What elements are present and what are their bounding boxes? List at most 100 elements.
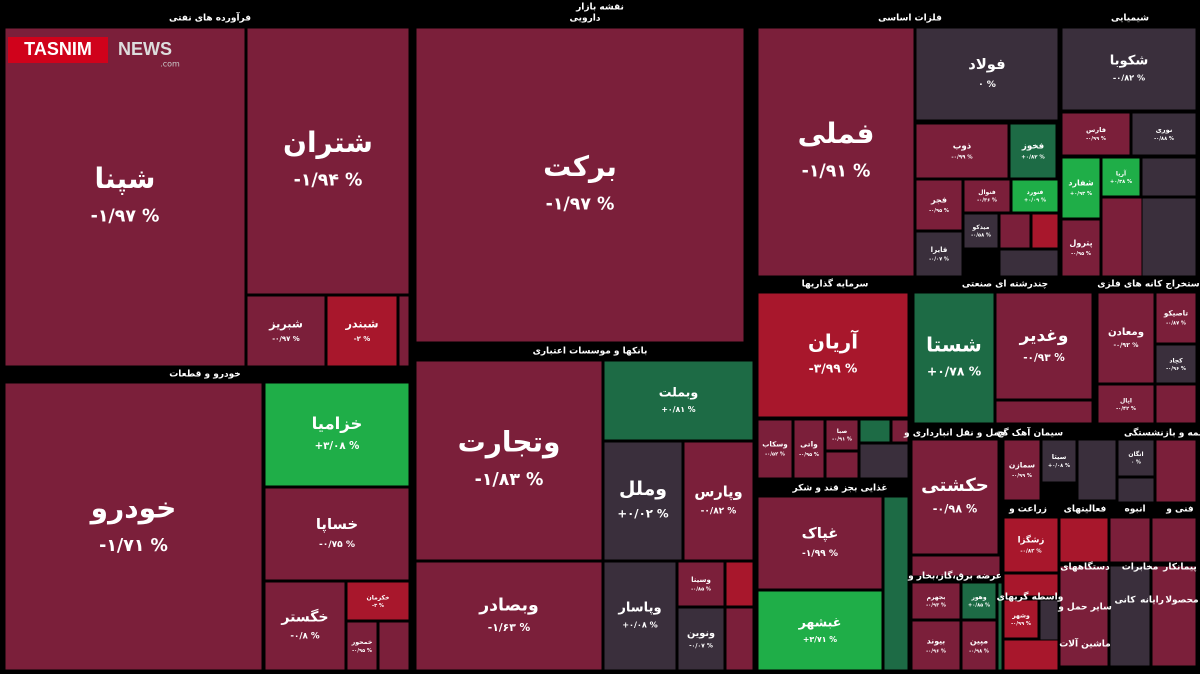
tile-name: فایرا — [931, 245, 948, 254]
tile: سیتا +۰/۰۸ % — [1041, 439, 1077, 483]
sector-label: خودرو و قطعات — [169, 370, 241, 380]
filler-tile — [1141, 197, 1197, 277]
tile: شستا +۰/۷۸ % — [913, 292, 995, 424]
sector-label: دستگاههای — [1060, 561, 1110, 573]
tile-name: واتی — [800, 440, 818, 449]
tile-name: وبملت — [659, 384, 699, 399]
tile: میدکو -۰/۵۸ % — [963, 213, 999, 249]
tile-box — [415, 561, 603, 671]
tile-box — [961, 620, 997, 671]
tile-change: -۰/۷۵ % — [319, 540, 355, 550]
tile-change: -۱/۸۳ % — [475, 470, 544, 490]
tile-name: آریان — [808, 329, 859, 354]
tile-change: -۱/۹۹ % — [802, 549, 838, 559]
tile-change: -۲ % — [354, 335, 371, 343]
tile-box — [915, 179, 963, 231]
filler-tile — [1141, 157, 1197, 197]
tile-box — [1097, 384, 1155, 424]
tile-name: خمحور — [351, 639, 373, 646]
tile-box — [346, 581, 410, 621]
tile: فخوز +۰/۸۲ % — [1009, 123, 1057, 179]
tile-name: انگان — [1128, 450, 1143, 458]
tile-change: -۰/۹۹ % — [951, 155, 973, 161]
tile: مپین -۰/۹۸ % — [961, 620, 997, 671]
tile-change: -۰/۹۵ % — [1071, 251, 1091, 257]
tile: ونوین -۰/۰۷ % — [677, 607, 725, 671]
tile-box — [1155, 344, 1197, 384]
sector-label: واسطه گریهای — [997, 591, 1064, 603]
tile-change: +۰/۸۲ % — [1021, 155, 1045, 161]
tile-change: -۱/۹۱ % — [802, 162, 871, 182]
sector-label: فعالیتهای — [1064, 505, 1107, 515]
tile-box — [246, 295, 326, 367]
sector-label: شیمیایی — [1111, 14, 1149, 24]
tile: پترول -۰/۹۵ % — [1061, 219, 1101, 277]
filler-tile — [1003, 639, 1059, 671]
tile-change: -۰/۹۳ % — [926, 603, 946, 609]
tile-change: +۰/۰۹ % — [1024, 198, 1046, 204]
tile-change: -۱/۹۴ % — [294, 171, 363, 191]
tile-change: -۰/۵۸ % — [971, 233, 991, 239]
tile-change: -۰/۹۶ % — [1166, 366, 1186, 372]
tile: تاصیکو -۰/۸۷ % — [1155, 292, 1197, 344]
tile-name: فنورد — [1027, 189, 1044, 196]
tile-box — [1155, 292, 1197, 344]
tile-change: +۰/۸۱ % — [661, 405, 695, 414]
tile-name: وتجارت — [458, 426, 561, 459]
tile-box — [793, 419, 825, 479]
tile-name: ذوب — [953, 141, 972, 151]
tile: سمازن -۰/۹۹ % — [1003, 439, 1041, 501]
tile-name: سمازن — [1009, 460, 1035, 469]
tile-box — [995, 292, 1093, 400]
tile: شتران -۱/۹۴ % — [246, 27, 410, 295]
tile-box — [757, 292, 909, 418]
filler-tile — [1155, 439, 1197, 503]
sector-label: فرآورده های نفتی — [169, 12, 251, 24]
tile: بیوند -۰/۹۶ % — [911, 620, 961, 671]
tile-box — [757, 419, 793, 479]
tile-name: وبصادر — [478, 596, 539, 616]
tile-change: -۱/۹۷ % — [546, 195, 615, 215]
filler-tile — [883, 496, 909, 671]
filler-tile — [1039, 599, 1059, 641]
tile-name: شستا — [926, 333, 982, 357]
tile: خساپا -۰/۷۵ % — [264, 487, 410, 581]
tile-name: تاصیکو — [1163, 309, 1188, 318]
tile: وشهر -۰/۹۹ % — [1003, 599, 1039, 639]
tile-change: -۰/۹۹ % — [1011, 621, 1031, 627]
tile-change: -۳/۹۹ % — [809, 361, 858, 375]
tile-name: وپارس — [694, 484, 742, 500]
tile-name: شتران — [283, 126, 373, 159]
tile-box — [1097, 292, 1155, 384]
tile-box — [915, 27, 1059, 121]
tile-name: پترول — [1069, 239, 1092, 248]
tile: فارس -۰/۹۹ % — [1061, 112, 1131, 156]
tile-box — [1061, 157, 1101, 219]
tile: وهور +۰/۸۵ % — [961, 582, 997, 620]
tile-box — [264, 487, 410, 581]
tile-box — [264, 581, 346, 671]
tile-name: ومعادن — [1108, 327, 1144, 338]
tile-box — [4, 27, 246, 367]
tile: وغدیر -۰/۹۳ % — [995, 292, 1093, 400]
tile-change: -۰/۴۲ % — [1116, 406, 1136, 412]
tile-box — [326, 295, 398, 367]
tile: وپارس -۰/۸۲ % — [683, 441, 754, 561]
tile-change: -۰/۹۹ % — [1086, 136, 1106, 142]
tile-change: -۰/۸۵ % — [691, 586, 711, 592]
tile: زشگزا -۰/۸۳ % — [1003, 517, 1059, 573]
tile: غپاک -۱/۹۹ % — [757, 496, 883, 590]
tile: کچاد -۰/۹۶ % — [1155, 344, 1197, 384]
logo-badge — [8, 37, 108, 63]
logo-suffix: NEWS — [118, 39, 172, 59]
sector-label: دارویی — [570, 14, 601, 24]
tile-box — [1117, 439, 1155, 477]
tile: وپاسار +۰/۰۸ % — [603, 561, 677, 671]
tile-name: فخوز — [1021, 141, 1044, 151]
tile-change: -۰/۸ % — [290, 631, 319, 641]
tile-box — [1003, 599, 1039, 639]
tile-name: آریا — [1116, 168, 1127, 177]
tile-change: -۰/۰۷ % — [929, 256, 949, 262]
tile: وبملت +۰/۸۱ % — [603, 360, 754, 441]
